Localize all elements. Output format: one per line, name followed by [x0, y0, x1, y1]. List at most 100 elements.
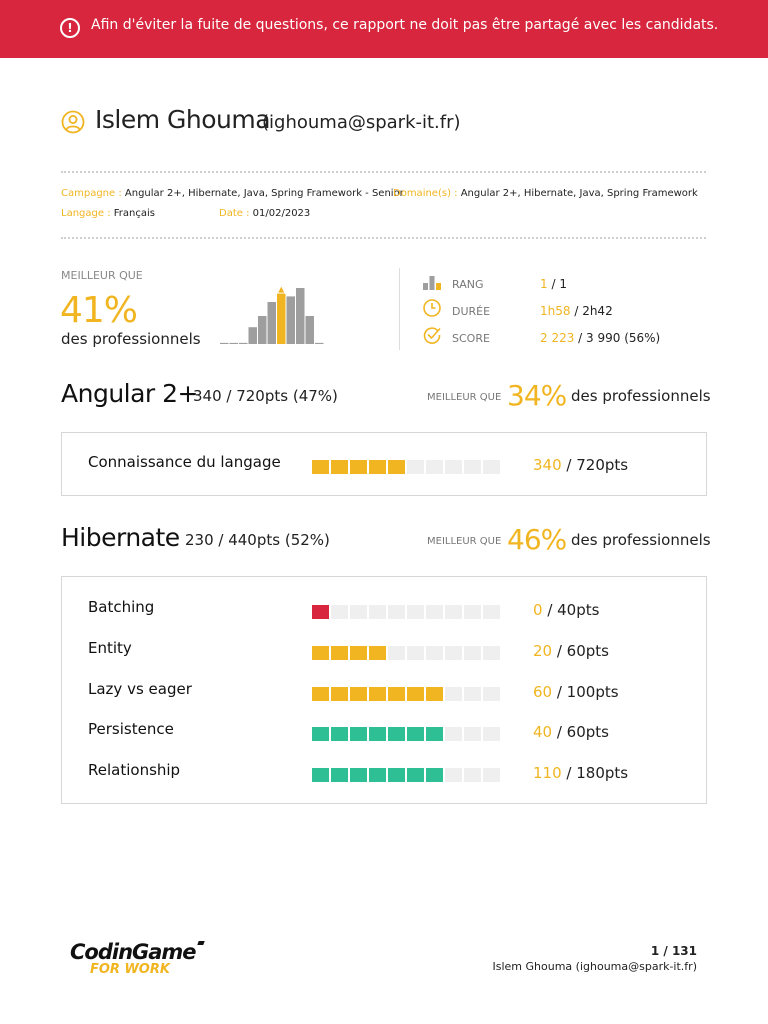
skill-name: Batching: [88, 598, 155, 616]
skill-points-total: / 100pts: [552, 683, 619, 701]
progress-segment: [350, 646, 367, 660]
progress-segment: [407, 687, 424, 701]
better-than-label: MEILLEUR QUE: [61, 269, 143, 282]
campaign-label: Campagne :: [61, 188, 122, 199]
progress-segment: [369, 687, 386, 701]
check-circle-icon: [423, 327, 441, 344]
skill-points-scored: 110: [533, 764, 562, 782]
section-title: Hibernate: [61, 523, 180, 552]
skill-progress-bar: [312, 605, 500, 619]
progress-segment: [369, 460, 386, 474]
page-number: 1 / 131: [650, 944, 697, 958]
duration-value-total: / 2h42: [570, 304, 613, 318]
progress-segment: [407, 768, 424, 782]
rank-value-total: / 1: [547, 277, 567, 291]
section-better-subtitle: des professionnels: [571, 531, 711, 549]
domains-info: Domaine(s) : Angular 2+, Hibernate, Java…: [393, 188, 698, 199]
progress-segment: [331, 687, 348, 701]
histogram-bar: [248, 327, 257, 344]
skill-points-total: / 60pts: [552, 723, 609, 741]
skill-progress-bar: [312, 727, 500, 741]
progress-segment: [445, 460, 462, 474]
duration-label: DURÉE: [452, 305, 491, 318]
progress-segment: [445, 727, 462, 741]
skill-name: Persistence: [88, 720, 174, 738]
progress-segment: [464, 460, 481, 474]
score-label: SCORE: [452, 332, 490, 345]
progress-segment: [464, 768, 481, 782]
divider: [61, 171, 706, 173]
duration-value: 1h58 / 2h42: [540, 304, 613, 318]
skill-points-total: / 40pts: [542, 601, 600, 619]
section-better-percent: 34%: [507, 379, 567, 412]
progress-segment: [426, 460, 443, 474]
progress-segment: [483, 646, 500, 660]
skill-points: 340 / 720pts: [533, 456, 628, 474]
campaign-info: Campagne : Angular 2+, Hibernate, Java, …: [61, 188, 404, 199]
progress-segment: [445, 605, 462, 619]
progress-segment: [426, 768, 443, 782]
progress-segment: [426, 605, 443, 619]
skill-row: Relationship 110 / 180pts: [62, 761, 706, 785]
progress-segment: [464, 687, 481, 701]
skill-points: 60 / 100pts: [533, 683, 619, 701]
candidate-email: (ighouma@spark-it.fr): [262, 112, 461, 133]
domains-value: Angular 2+, Hibernate, Java, Spring Fram…: [460, 188, 698, 199]
progress-segment: [445, 687, 462, 701]
logo-mark: [197, 941, 205, 945]
progress-segment: [464, 605, 481, 619]
language-value: Français: [113, 208, 155, 219]
progress-segment: [331, 768, 348, 782]
progress-segment: [331, 460, 348, 474]
section-title: Angular 2+: [61, 379, 199, 408]
progress-segment: [350, 687, 367, 701]
progress-segment: [483, 727, 500, 741]
date-value: 01/02/2023: [252, 208, 311, 219]
alert-circle-icon: !: [60, 18, 80, 38]
histogram-bar-candidate: [277, 293, 286, 344]
histogram-bar: [305, 316, 314, 344]
user-circle-icon: [61, 110, 85, 134]
skill-points: 110 / 180pts: [533, 764, 628, 782]
clock-icon: [423, 299, 441, 317]
skill-row: Persistence 40 / 60pts: [62, 720, 706, 744]
histogram-bar: [296, 288, 305, 344]
codingame-logo: CodinGame FOR WORK: [68, 940, 208, 980]
score-value-highlight: 2 223: [540, 331, 575, 345]
skill-name: Lazy vs eager: [88, 680, 192, 698]
language-label: Langage :: [61, 208, 111, 219]
skill-points-scored: 40: [533, 723, 553, 741]
histogram-bar: [220, 342, 229, 344]
progress-segment: [312, 768, 329, 782]
progress-segment: [312, 460, 329, 474]
progress-segment: [369, 605, 386, 619]
progress-segment: [407, 460, 424, 474]
section-score: 340 / 720pts (47%): [193, 387, 338, 405]
histogram-bar: [267, 302, 276, 344]
skill-row: Connaissance du langage 340 / 720pts: [62, 453, 706, 477]
histogram-bar: [229, 342, 238, 344]
skill-name: Entity: [88, 639, 132, 657]
progress-segment: [350, 727, 367, 741]
histogram-bar: [239, 342, 248, 344]
section-better-label: MEILLEUR QUE: [427, 536, 502, 547]
skill-name: Connaissance du langage: [88, 453, 281, 471]
progress-segment: [464, 646, 481, 660]
candidate-marker-icon: [278, 286, 285, 293]
progress-segment: [483, 687, 500, 701]
skills-card: Connaissance du langage 340 / 720pts: [61, 432, 707, 496]
warning-banner: ! Afin d'éviter la fuite de questions, c…: [0, 0, 768, 58]
skill-points-total: / 180pts: [561, 764, 629, 782]
progress-segment: [445, 646, 462, 660]
skill-points-scored: 340: [533, 456, 562, 474]
skill-progress-bar: [312, 460, 500, 474]
score-value: 2 223 / 3 990 (56%): [540, 331, 660, 345]
candidate-name: Islem Ghouma: [95, 105, 271, 134]
progress-segment: [388, 687, 405, 701]
section-better-subtitle: des professionnels: [571, 387, 711, 405]
progress-segment: [483, 460, 500, 474]
divider: [61, 237, 706, 239]
progress-segment: [312, 646, 329, 660]
progress-segment: [388, 605, 405, 619]
section-better-percent: 46%: [507, 523, 567, 556]
